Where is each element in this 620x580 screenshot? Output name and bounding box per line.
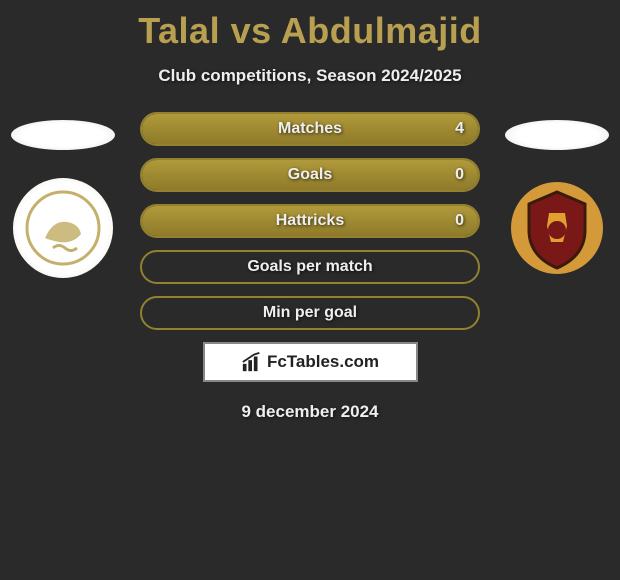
stat-label: Min per goal	[263, 304, 357, 322]
stat-label: Matches	[278, 120, 342, 138]
player-left-column	[8, 120, 118, 278]
player-left-name-pill	[11, 120, 115, 150]
page-subtitle: Club competitions, Season 2024/2025	[0, 66, 620, 86]
chart-bar-icon	[241, 351, 263, 373]
stat-label: Goals per match	[247, 258, 372, 276]
stat-value-right: 0	[455, 212, 464, 230]
stat-row-hattricks: Hattricks 0	[140, 204, 480, 238]
date-text: 9 december 2024	[0, 402, 620, 422]
stat-row-goals: Goals 0	[140, 158, 480, 192]
club-right-crest-icon	[507, 178, 607, 278]
page-title: Talal vs Abdulmajid	[0, 0, 620, 52]
club-left-badge	[13, 178, 113, 278]
stat-row-goals-per-match: Goals per match	[140, 250, 480, 284]
stat-label: Goals	[288, 166, 332, 184]
player-right-column	[502, 120, 612, 278]
brand-attribution[interactable]: FcTables.com	[203, 342, 418, 382]
stats-panel: Matches 4 Goals 0 Hattricks 0 Goals per …	[140, 112, 480, 330]
club-right-badge	[507, 178, 607, 278]
stat-row-matches: Matches 4	[140, 112, 480, 146]
brand-text: FcTables.com	[267, 352, 379, 372]
stat-row-min-per-goal: Min per goal	[140, 296, 480, 330]
player-right-name-pill	[505, 120, 609, 150]
stat-value-right: 4	[455, 120, 464, 138]
stat-value-right: 0	[455, 166, 464, 184]
club-left-crest-icon	[23, 188, 103, 268]
stat-label: Hattricks	[276, 212, 344, 230]
